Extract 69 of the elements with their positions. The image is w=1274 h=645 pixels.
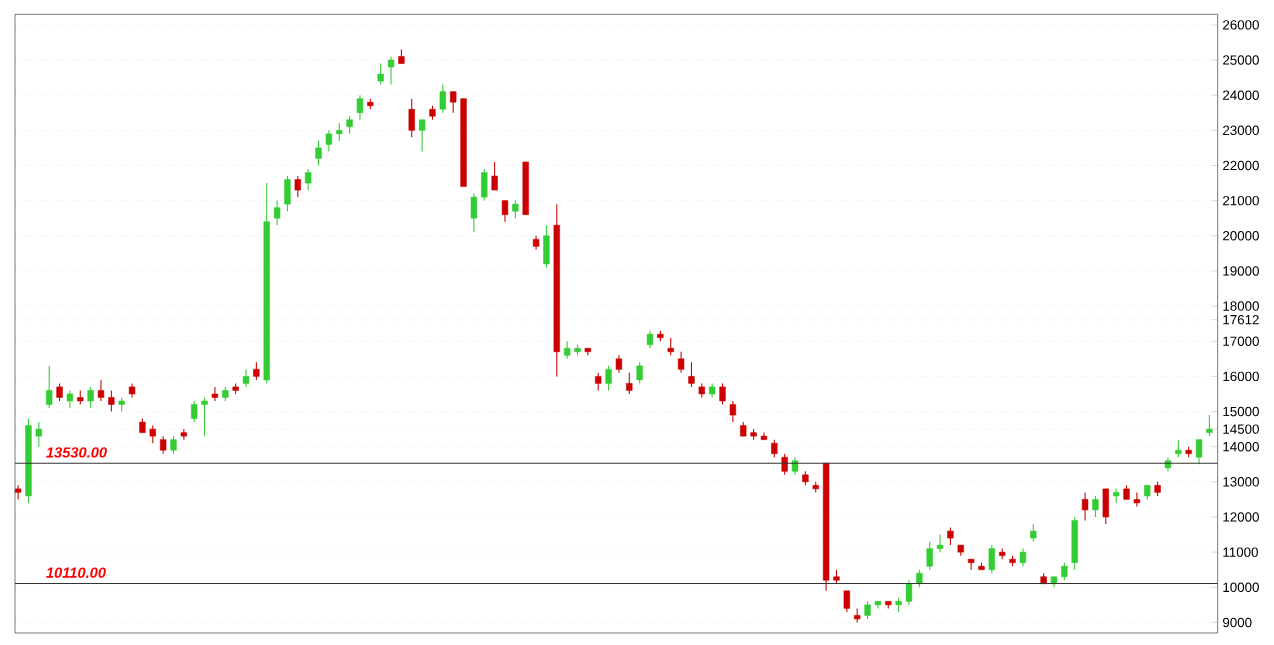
y-tick-label: 19000 [1223, 266, 1259, 276]
candlestick [387, 55, 395, 86]
y-tick-label: 18000 [1223, 301, 1259, 311]
ref-line-label: 10110.00 [46, 567, 106, 578]
y-tick-label: 22000 [1223, 160, 1259, 171]
candlestick [273, 200, 281, 226]
candlestick [470, 193, 478, 233]
y-tick-label: 17612 [1223, 315, 1259, 325]
candlestick [605, 365, 612, 391]
candlestick [325, 129, 333, 152]
y-tick-label: 17000 [1223, 336, 1259, 346]
y-tick-label: 21000 [1223, 195, 1259, 206]
candlestick [1206, 414, 1213, 437]
candlestick [1195, 439, 1203, 465]
candlestick [988, 544, 996, 574]
candlestick [408, 98, 415, 138]
candlestick [66, 389, 74, 409]
candlestick [377, 62, 384, 86]
y-tick-label: 12000 [1223, 512, 1259, 522]
candlestick [108, 389, 115, 413]
candlestick [211, 386, 219, 402]
candlestick [418, 119, 426, 152]
candlestick [35, 421, 43, 448]
candlestick [677, 351, 685, 374]
candlestick [936, 534, 944, 553]
candlestick [688, 361, 695, 388]
candlestick [781, 453, 788, 476]
candlestick [926, 541, 933, 571]
y-tick-label: 10000 [1223, 582, 1259, 592]
candlestick [719, 382, 726, 406]
candlestick [305, 168, 312, 191]
y-tick-label: 24000 [1223, 90, 1259, 100]
candlestick [14, 484, 22, 500]
candlestick [294, 175, 301, 198]
y-tick-label: 25000 [1223, 55, 1259, 65]
y-tick-label: 9000 [1223, 617, 1252, 628]
candlestick [439, 84, 446, 114]
candlestick [1081, 491, 1089, 522]
candlestick [843, 590, 850, 613]
candlestick [491, 161, 498, 191]
candlestick [1133, 491, 1141, 507]
candlestick [180, 428, 188, 441]
y-tick-label: 14500 [1223, 424, 1259, 434]
candlestick [450, 91, 457, 114]
candlestick [87, 386, 94, 409]
candlestick [905, 579, 913, 606]
candlestick [46, 365, 53, 409]
candlestick [636, 361, 643, 384]
candlestick [967, 558, 975, 571]
y-tick-label: 23000 [1223, 125, 1259, 136]
candlestick [201, 396, 208, 437]
candlestick [242, 368, 250, 388]
y-tick-label: 15000 [1223, 406, 1259, 417]
y-tick-label: 16000 [1223, 371, 1259, 382]
y-tick-label: 26000 [1223, 20, 1259, 30]
candlestick [626, 372, 633, 395]
y-tick-label: 14000 [1223, 441, 1259, 452]
candlestick [563, 340, 571, 360]
candlestick [315, 140, 322, 167]
candlestick [356, 94, 364, 121]
candlestick [501, 200, 509, 223]
y-tick-label: 13000 [1223, 477, 1259, 487]
y-tick-label: 20000 [1223, 231, 1259, 241]
candlestick [1092, 495, 1099, 518]
ref-line-label: 13530.00 [46, 447, 107, 458]
candlestick [97, 379, 105, 402]
y-tick-label: 11000 [1223, 547, 1258, 557]
candlestick [191, 400, 198, 423]
candlestick [729, 400, 737, 423]
